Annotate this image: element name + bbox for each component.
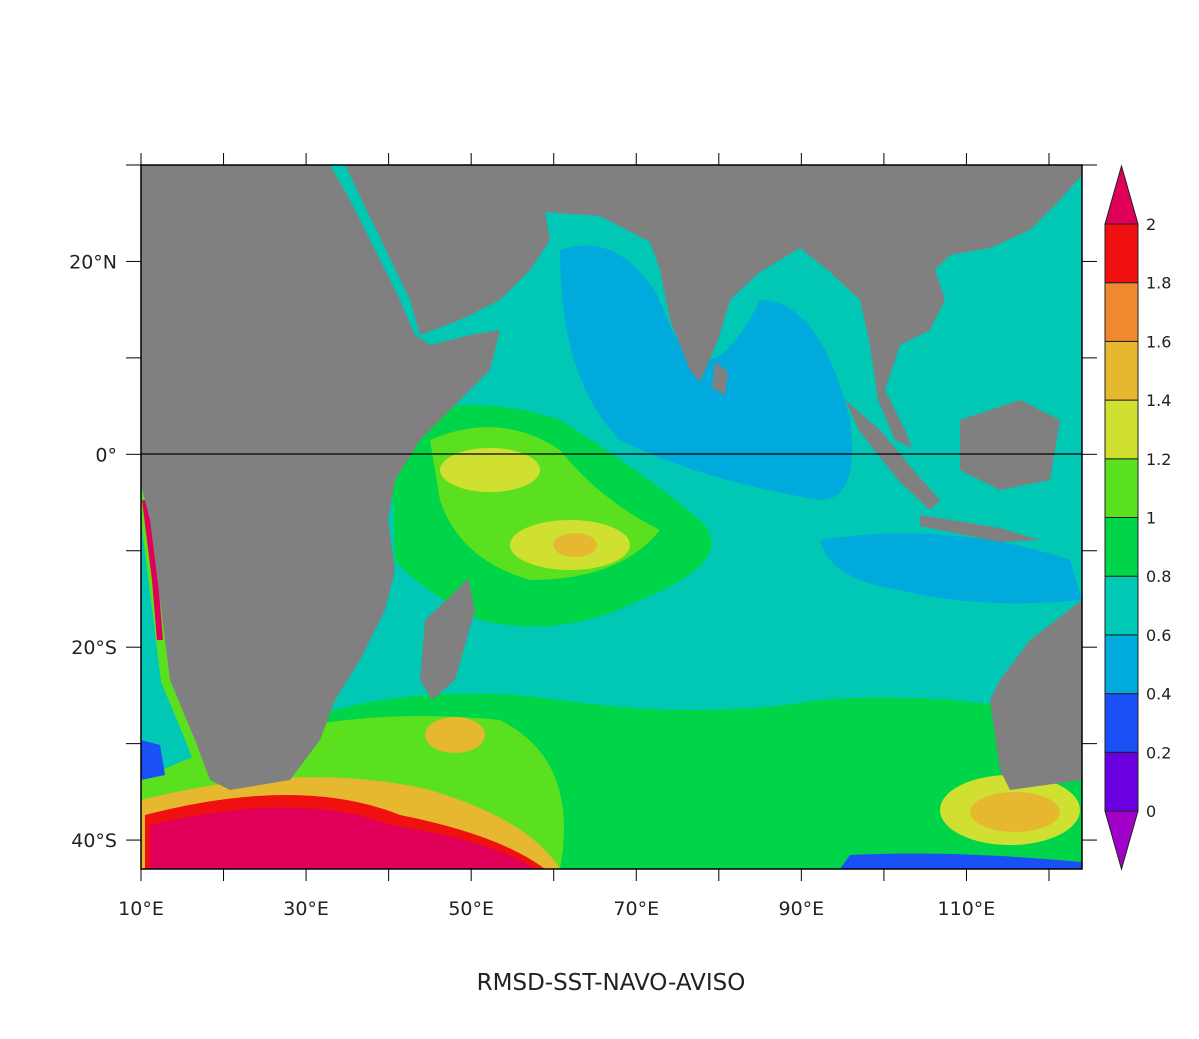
- colorbar-swatch: [1104, 282, 1139, 342]
- colorbar-label: 0.6: [1146, 626, 1171, 645]
- contour-1.4-1.6-madagascar-south: [425, 717, 485, 753]
- colorbar-swatch: [1104, 340, 1139, 401]
- colorbar-label: 1: [1146, 509, 1156, 528]
- colorbar-label: 0.2: [1146, 743, 1171, 762]
- colorbar: 0 0.2 0.4 0.6 0.8 1 1.2 1.4 1.6 1.8 2: [1104, 164, 1171, 871]
- colorbar-swatch: [1104, 575, 1139, 636]
- contour-0.4-0.6-east: [820, 533, 1082, 604]
- colorbar-label: 1.8: [1146, 274, 1171, 293]
- contour-0.2-0.4-south: [840, 853, 1082, 869]
- x-tick-label: 30°E: [283, 898, 329, 920]
- land-madagascar: [420, 578, 475, 700]
- colorbar-under-triangle: [1104, 810, 1139, 871]
- colorbar-swatch: [1104, 751, 1139, 812]
- axis-ticks: 10°E 30°E 50°E 70°E 90°E 110°E 20°N 0° 20°S 40°S: [69, 153, 1097, 920]
- x-tick-label: 70°E: [613, 898, 659, 920]
- contour-coastal-red: [142, 499, 163, 641]
- colorbar-swatch: [1104, 399, 1139, 460]
- contour-0.2-0.4-west-africa: [141, 740, 165, 780]
- map-frame: [140, 164, 1083, 870]
- land-sri-lanka: [712, 362, 728, 395]
- land-africa: [141, 165, 500, 790]
- land-australia: [990, 600, 1082, 790]
- contour-1.4-1.6-patch: [553, 533, 597, 557]
- y-tick-label: 40°S: [71, 830, 117, 852]
- colorbar-swatch: [1104, 693, 1139, 753]
- colorbar-swatch: [1104, 634, 1139, 695]
- contour-0.4-0.6-bay-of-bengal: [560, 245, 852, 500]
- land-masses: [141, 165, 1082, 790]
- colorbar-label: 1.6: [1146, 332, 1171, 351]
- x-tick-label: 110°E: [938, 898, 996, 920]
- colorbar-label: 0.4: [1146, 685, 1171, 704]
- colorbar-label: 0: [1146, 802, 1156, 821]
- contour-fields: [141, 245, 1082, 869]
- contour-1.4-1.6-se-australia: [970, 792, 1060, 832]
- plot-title: RMSD-SST-NAVO-AVISO: [477, 970, 746, 996]
- y-tick-label: 20°S: [71, 637, 117, 659]
- colorbar-label: 0.8: [1146, 567, 1171, 586]
- land-arabia-asia: [345, 165, 1082, 448]
- y-tick-label: 20°N: [69, 251, 117, 273]
- land-java: [920, 515, 1040, 542]
- colorbar-swatch: [1104, 517, 1139, 577]
- map-panel: [141, 165, 1082, 869]
- colorbar-over-triangle: [1104, 164, 1139, 225]
- x-tick-label: 90°E: [779, 898, 825, 920]
- colorbar-label: 2: [1146, 215, 1156, 234]
- colorbar-label: 1.2: [1146, 450, 1171, 469]
- x-tick-label: 10°E: [118, 898, 164, 920]
- colorbar-swatch: [1104, 458, 1139, 518]
- contour-1.2-1.4-equatorial: [440, 448, 540, 492]
- land-sumatra: [845, 400, 940, 510]
- y-tick-label: 0°: [95, 444, 117, 466]
- colorbar-swatch: [1104, 223, 1139, 284]
- land-borneo: [960, 400, 1060, 490]
- colorbar-label: 1.4: [1146, 391, 1171, 410]
- contour-over-2-agulhas: [150, 807, 535, 869]
- x-tick-label: 50°E: [448, 898, 494, 920]
